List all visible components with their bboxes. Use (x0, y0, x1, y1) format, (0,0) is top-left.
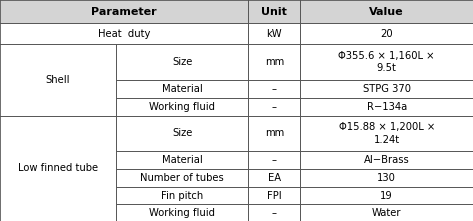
Text: mm: mm (265, 57, 284, 67)
Bar (300, 98, 473, 116)
Text: –: – (272, 208, 277, 218)
Text: Shell: Shell (46, 75, 70, 85)
Text: FPI: FPI (267, 191, 281, 201)
Bar (248, 44, 300, 80)
Text: Size: Size (172, 128, 193, 139)
Bar (248, 187, 300, 204)
Bar (248, 0, 300, 23)
Text: Working fluid: Working fluid (149, 208, 215, 218)
Bar (116, 80, 248, 98)
Text: Water: Water (372, 208, 402, 218)
Text: kW: kW (266, 29, 282, 39)
Bar (300, 187, 473, 204)
Bar (300, 204, 473, 221)
Bar (300, 169, 473, 187)
Bar (0, 23, 248, 44)
Text: 130: 130 (377, 173, 396, 183)
Bar (300, 151, 473, 169)
Text: Fin pitch: Fin pitch (161, 191, 203, 201)
Text: Material: Material (162, 84, 202, 94)
Text: EA: EA (268, 173, 281, 183)
Text: Φ355.6 × 1,160L ×
9.5t: Φ355.6 × 1,160L × 9.5t (338, 51, 435, 73)
Text: Al−Brass: Al−Brass (364, 155, 410, 165)
Bar (248, 98, 300, 116)
Bar (300, 80, 473, 98)
Bar (116, 187, 248, 204)
Bar (248, 204, 300, 221)
Bar (248, 80, 300, 98)
Bar (0, 44, 116, 116)
Text: Number of tubes: Number of tubes (140, 173, 224, 183)
Text: Low finned tube: Low finned tube (18, 163, 98, 173)
Bar (300, 23, 473, 44)
Bar (116, 116, 248, 151)
Text: Unit: Unit (262, 7, 287, 17)
Bar (0, 116, 116, 221)
Text: Value: Value (369, 7, 404, 17)
Bar (248, 169, 300, 187)
Text: Φ15.88 × 1,200L ×
1.24t: Φ15.88 × 1,200L × 1.24t (339, 122, 435, 145)
Text: –: – (272, 102, 277, 112)
Bar (0, 0, 248, 23)
Text: 19: 19 (380, 191, 393, 201)
Text: Parameter: Parameter (91, 7, 157, 17)
Bar (300, 0, 473, 23)
Text: STPG 370: STPG 370 (363, 84, 411, 94)
Text: Heat  duty: Heat duty (98, 29, 150, 39)
Text: –: – (272, 155, 277, 165)
Bar (116, 44, 248, 80)
Text: Size: Size (172, 57, 193, 67)
Bar (116, 169, 248, 187)
Text: mm: mm (265, 128, 284, 139)
Bar (300, 116, 473, 151)
Text: –: – (272, 84, 277, 94)
Bar (116, 98, 248, 116)
Text: Working fluid: Working fluid (149, 102, 215, 112)
Text: R−134a: R−134a (367, 102, 407, 112)
Bar (116, 204, 248, 221)
Bar (300, 44, 473, 80)
Text: Material: Material (162, 155, 202, 165)
Text: 20: 20 (380, 29, 393, 39)
Bar (116, 151, 248, 169)
Bar (248, 116, 300, 151)
Bar (248, 151, 300, 169)
Bar (248, 23, 300, 44)
